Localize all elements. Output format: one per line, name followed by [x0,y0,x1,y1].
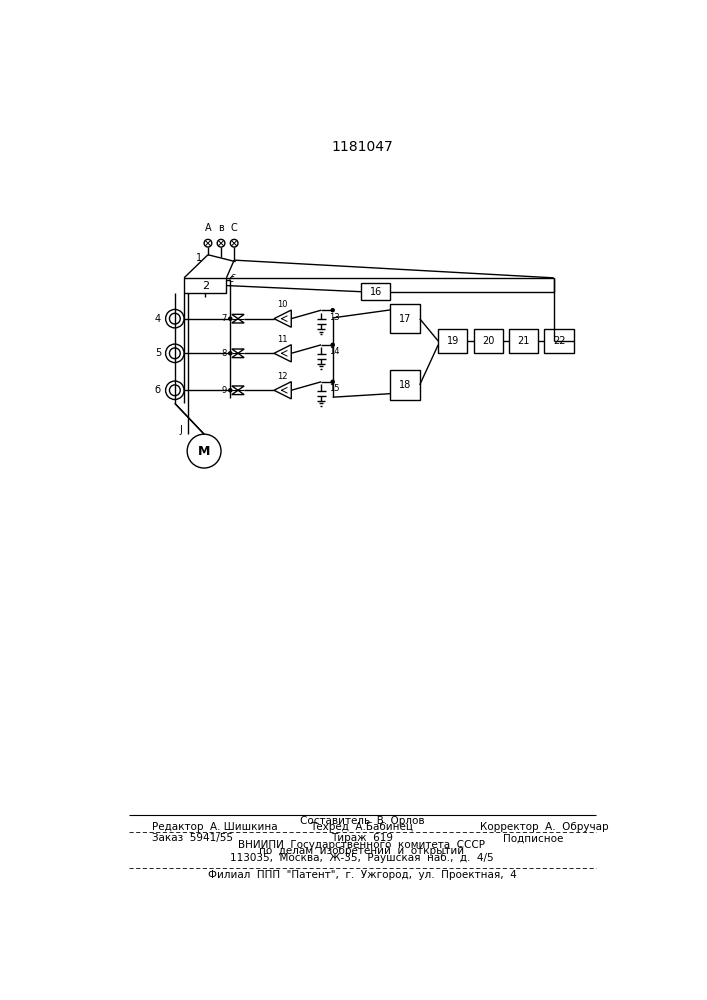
Circle shape [204,239,212,247]
Text: Техред  А.Бабинец: Техред А.Бабинец [310,822,414,832]
Text: Редактор  А. Шишкина: Редактор А. Шишкина [152,822,277,832]
Text: 15: 15 [329,384,339,393]
Text: 18: 18 [399,380,411,390]
Text: ВНИИПИ  Государственного  комитета  СССР: ВНИИПИ Государственного комитета СССР [238,840,486,850]
Circle shape [165,344,184,363]
Text: Подписное: Подписное [503,833,563,843]
Bar [509,329,538,353]
Text: 4: 4 [155,314,161,324]
Text: C: C [230,223,238,233]
Text: 2: 2 [201,281,209,291]
Bar [361,283,390,300]
Circle shape [331,380,334,383]
Text: J: J [180,425,182,435]
Circle shape [229,317,232,320]
Bar [184,278,226,293]
Text: 7: 7 [221,314,227,323]
Text: б: б [155,385,161,395]
Bar [474,329,503,353]
Text: в: в [218,223,224,233]
Text: A: A [204,223,211,233]
Circle shape [170,313,180,324]
Bar [390,304,420,333]
Bar [438,329,467,353]
Circle shape [165,309,184,328]
Text: 113035,  Москва,  Ж-35,  Раушская  наб.,  д.  4/5: 113035, Москва, Ж-35, Раушская наб., д. … [230,853,493,863]
Circle shape [229,389,232,392]
Text: 19: 19 [447,336,459,346]
Circle shape [170,385,180,396]
Text: 12: 12 [277,372,288,381]
Circle shape [187,434,221,468]
Text: 10: 10 [277,300,288,309]
Text: Составитель  В. Орлов: Составитель В. Орлов [300,816,424,826]
Circle shape [230,239,238,247]
Text: 9: 9 [221,386,227,395]
Text: 22: 22 [553,336,566,346]
Circle shape [331,309,334,312]
Text: 11: 11 [277,335,288,344]
Circle shape [229,352,232,355]
Circle shape [170,348,180,359]
Text: 16: 16 [370,287,382,297]
Text: 13: 13 [329,313,339,322]
Bar [544,329,573,353]
Text: Заказ  5941/55: Заказ 5941/55 [152,833,233,843]
Text: 21: 21 [518,336,530,346]
Text: Тираж  619: Тираж 619 [331,833,393,843]
Text: по  делам  изобретений  и  открытий: по делам изобретений и открытий [259,846,464,856]
Circle shape [331,343,334,346]
Text: c: c [228,274,234,284]
Text: 1181047: 1181047 [331,140,393,154]
Text: c: c [230,272,235,281]
Text: Филиал  ППП  "Патент",  г.  Ужгород,  ул.  Проектная,  4: Филиал ППП "Патент", г. Ужгород, ул. Про… [208,870,516,880]
Text: M: M [198,445,210,458]
Circle shape [217,239,225,247]
Text: 8: 8 [221,349,227,358]
Text: 1: 1 [196,253,201,263]
Bar [390,370,420,400]
Circle shape [165,381,184,400]
Text: 5: 5 [155,348,161,358]
Text: Корректор  А.  Обручар: Корректор А. Обручар [480,822,609,832]
Text: 14: 14 [329,347,339,356]
Text: 20: 20 [482,336,494,346]
Text: 17: 17 [399,314,411,324]
